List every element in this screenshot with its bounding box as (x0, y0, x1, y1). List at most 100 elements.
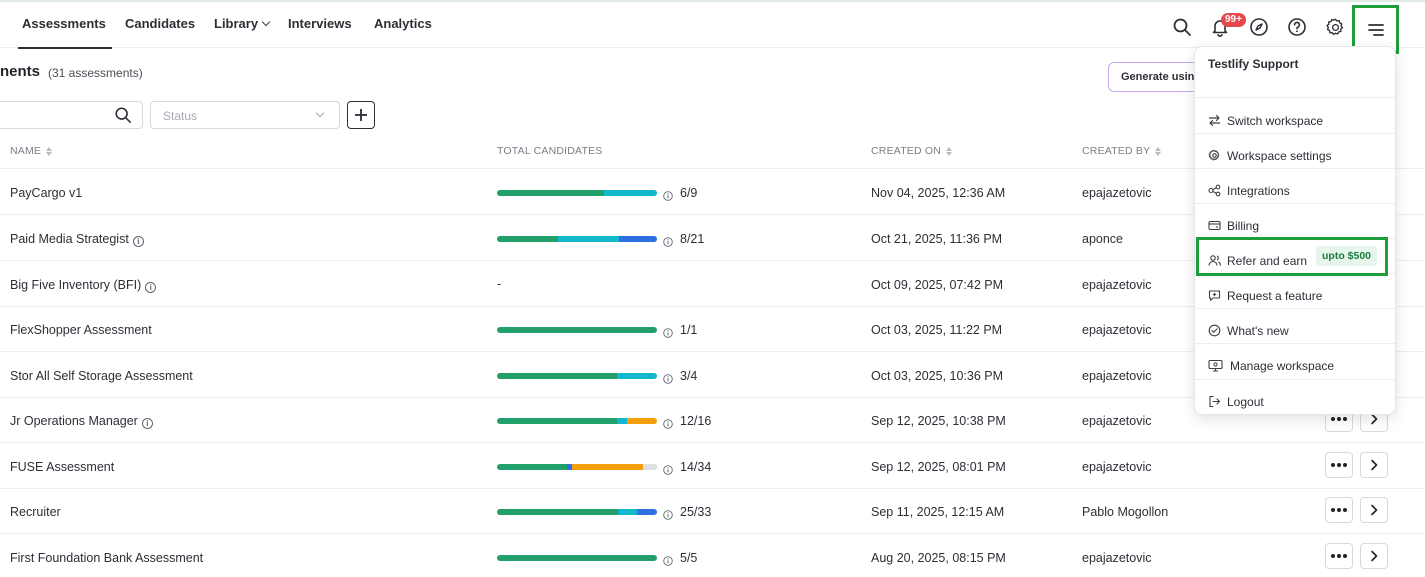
search-input[interactable] (0, 101, 143, 129)
nav-assessments[interactable]: Assessments (18, 16, 112, 49)
more-actions-button[interactable] (1325, 543, 1353, 569)
search-icon (114, 106, 132, 129)
table-row[interactable]: Recruiter 25/33 Sep 11, 2025, 12:15 AM Pabl… (0, 489, 1425, 534)
menu-item-manage-workspace[interactable]: Manage workspace (1195, 348, 1395, 383)
header-total-candidates: TOTAL CANDIDATES (497, 145, 603, 157)
table-row[interactable]: Stor All Self Storage Assessment 3/4 Oct 0… (0, 353, 1425, 398)
info-icon[interactable] (663, 188, 673, 206)
assessment-name[interactable]: FUSE Assessment (10, 460, 114, 474)
created-on: Oct 21, 2025, 11:36 PM (871, 232, 1003, 246)
chevron-down-icon (261, 17, 271, 27)
users-icon (1208, 254, 1221, 267)
candidate-progress-bar (497, 236, 657, 242)
workspace-icon (1208, 359, 1223, 372)
search-icon[interactable] (1169, 14, 1195, 40)
menu-icon (1367, 23, 1384, 36)
info-icon[interactable] (663, 507, 673, 525)
progress-segment (497, 327, 657, 333)
top-nav: Assessments Candidates Library Interview… (0, 2, 1425, 49)
candidate-progress-bar (497, 418, 657, 424)
assessment-name-label: PayCargo v1 (10, 186, 83, 200)
candidate-count: 3/4 (680, 369, 698, 383)
table-row[interactable]: First Foundation Bank Assessment 5/5 Aug 2… (0, 535, 1425, 577)
menu-item-billing[interactable]: Billing (1195, 208, 1395, 243)
menu-item-request-a-feature[interactable]: Request a feature (1195, 278, 1395, 313)
assessment-name-label: Big Five Inventory (BFI) (10, 278, 142, 292)
created-on: Sep 12, 2025, 10:38 PM (871, 414, 1006, 428)
header-created-by-label: CREATED BY (1082, 145, 1151, 157)
menu-item-workspace-settings[interactable]: Workspace settings (1195, 138, 1395, 173)
created-on: Nov 04, 2025, 12:36 AM (871, 186, 1006, 200)
assessment-name[interactable]: Stor All Self Storage Assessment (10, 369, 193, 383)
header-created-by[interactable]: CREATED BY (1082, 145, 1162, 157)
header-created-on-label: CREATED ON (871, 145, 942, 157)
sort-icon (946, 146, 953, 156)
info-icon[interactable]: i (145, 282, 157, 293)
created-on: Sep 11, 2025, 12:15 AM (871, 505, 1005, 519)
info-icon[interactable] (663, 553, 673, 571)
open-assessment-button[interactable] (1360, 452, 1388, 478)
assessment-name[interactable]: PayCargo v1 (10, 186, 82, 200)
help-icon[interactable] (1284, 14, 1310, 40)
gear-icon[interactable] (1322, 14, 1348, 40)
chevron-right-icon (1371, 459, 1378, 471)
info-icon[interactable] (663, 462, 673, 480)
table-row[interactable]: Jr Operations Manager i 12/16 Sep 12, 2025,… (0, 398, 1425, 443)
assessment-name-label: Stor All Self Storage Assessment (10, 369, 193, 383)
table-row[interactable]: FlexShopper Assessment 1/1 Oct 03, 2025, 1… (0, 307, 1425, 352)
nav-interviews[interactable]: Interviews (288, 16, 352, 31)
assessment-name-label: Recruiter (10, 505, 61, 519)
info-icon[interactable] (663, 416, 673, 434)
progress-segment (618, 236, 657, 242)
assessment-name[interactable]: Big Five Inventory (BFI) i (10, 278, 157, 293)
header-name[interactable]: NAME (10, 145, 53, 157)
card-icon (1208, 219, 1221, 232)
assessment-name[interactable]: FlexShopper Assessment (10, 323, 152, 337)
progress-segment (497, 373, 617, 379)
assessment-name[interactable]: Paid Media Strategist i (10, 232, 144, 247)
menu-item-switch-workspace[interactable]: Switch workspace (1195, 103, 1395, 138)
assessment-name[interactable]: Jr Operations Manager i (10, 414, 153, 429)
more-actions-button[interactable] (1325, 497, 1353, 523)
menu-divider (1195, 133, 1395, 134)
progress-segment (572, 464, 643, 470)
compass-icon[interactable] (1246, 14, 1272, 40)
table-row[interactable]: Paid Media Strategist i 8/21 Oct 21, 2025, … (0, 216, 1425, 261)
created-on: Aug 20, 2025, 08:15 PM (871, 551, 1006, 565)
menu-item-what-s-new[interactable]: What's new (1195, 313, 1395, 348)
nav-library[interactable]: Library (214, 16, 271, 31)
table-row[interactable]: Big Five Inventory (BFI) i - Oct 09, 2025, … (0, 262, 1425, 307)
open-assessment-button[interactable] (1360, 497, 1388, 523)
info-icon[interactable]: i (132, 236, 144, 247)
header-created-on[interactable]: CREATED ON (871, 145, 953, 157)
info-icon[interactable] (663, 371, 673, 389)
assessment-name[interactable]: First Foundation Bank Assessment (10, 551, 203, 565)
menu-divider (1195, 203, 1395, 204)
created-by: epajazetovic (1082, 186, 1152, 200)
plus-icon (355, 109, 367, 121)
info-icon[interactable] (663, 325, 673, 343)
created-by: epajazetovic (1082, 323, 1152, 337)
menu-item-integrations[interactable]: Integrations (1195, 173, 1395, 208)
table-row[interactable]: PayCargo v1 6/9 Nov 04, 2025, 12:36 AM epaj… (0, 170, 1425, 215)
menu-item-logout[interactable]: Logout (1195, 384, 1395, 419)
candidate-progress-bar (497, 373, 657, 379)
nav-library-label: Library (214, 16, 259, 31)
nav-candidates[interactable]: Candidates (125, 16, 196, 31)
chevron-down-icon (315, 108, 325, 118)
nav-analytics[interactable]: Analytics (374, 16, 432, 31)
candidate-count: - (497, 277, 502, 291)
status-select[interactable]: Status (150, 101, 340, 129)
table-row[interactable]: FUSE Assessment 14/34 Sep 12, 2025, 08:01 … (0, 444, 1425, 489)
more-actions-button[interactable] (1325, 452, 1353, 478)
menu-divider (1195, 379, 1395, 380)
info-icon[interactable] (663, 234, 673, 252)
assessment-name[interactable]: Recruiter (10, 505, 61, 519)
add-assessment-button[interactable] (347, 101, 375, 129)
created-on: Oct 09, 2025, 07:42 PM (871, 278, 1004, 292)
created-by: epajazetovic (1082, 551, 1152, 565)
info-icon[interactable]: i (141, 418, 153, 429)
progress-segment (497, 464, 568, 470)
menu-item-refer-and-earn[interactable]: Refer and earn (1195, 243, 1395, 278)
open-assessment-button[interactable] (1360, 543, 1388, 569)
